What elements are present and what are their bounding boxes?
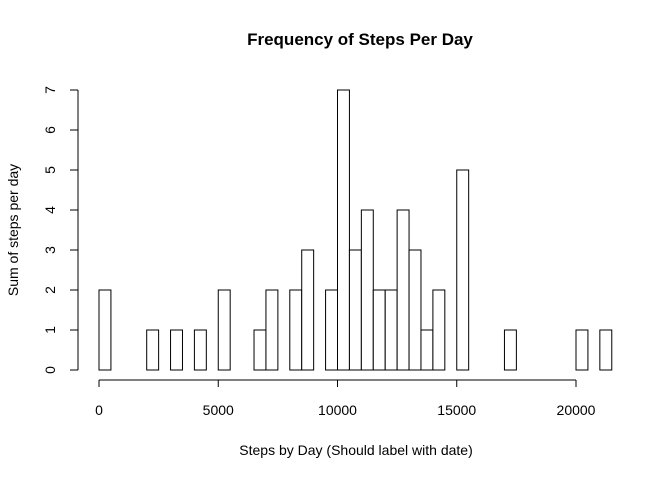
histogram-bar xyxy=(301,249,315,371)
y-axis: 0 1 2 3 4 5 6 7 xyxy=(42,86,79,374)
histogram-bar xyxy=(599,329,613,371)
histogram-bar xyxy=(98,289,112,371)
x-tick-label: 10000 xyxy=(318,402,357,418)
x-tick-label: 20000 xyxy=(557,402,596,418)
y-tick-label: 6 xyxy=(42,126,58,134)
chart-title: Frequency of Steps Per Day xyxy=(247,30,473,49)
histogram-bar xyxy=(217,289,231,371)
histogram-bar xyxy=(384,289,398,371)
y-tick-label: 3 xyxy=(42,246,58,254)
histogram-bar xyxy=(146,329,160,371)
histogram-bar xyxy=(325,289,339,371)
x-axis-label: Steps by Day (Should label with date) xyxy=(239,442,473,458)
histogram-bar xyxy=(170,329,183,371)
histogram-bar xyxy=(360,209,374,371)
bars-group xyxy=(98,89,613,371)
histogram-bar xyxy=(503,329,517,371)
histogram-bar xyxy=(420,329,434,371)
y-tick-label: 5 xyxy=(42,166,58,174)
x-tick-label: 15000 xyxy=(437,402,476,418)
histogram-bar xyxy=(289,289,303,371)
y-axis-label: Sum of steps per day xyxy=(5,164,21,296)
histogram-bar xyxy=(348,249,362,371)
histogram-bar xyxy=(396,209,410,371)
y-tick-label: 0 xyxy=(42,366,58,374)
y-tick-label: 7 xyxy=(42,86,58,94)
x-tick-label: 0 xyxy=(95,402,103,418)
histogram-bar xyxy=(193,329,207,371)
y-tick-label: 1 xyxy=(42,326,58,334)
histogram-bar xyxy=(575,329,589,371)
histogram-bar xyxy=(337,89,350,371)
histogram-bar xyxy=(253,329,267,371)
y-tick-label: 4 xyxy=(42,206,58,214)
x-tick-label: 5000 xyxy=(203,402,234,418)
x-axis: 0 5000 10000 15000 20000 xyxy=(95,379,596,418)
histogram-bar xyxy=(372,289,386,371)
y-tick-label: 2 xyxy=(42,286,58,294)
histogram-bar xyxy=(456,169,470,371)
histogram-bar xyxy=(432,289,446,371)
histogram-bar xyxy=(265,289,279,371)
histogram-bar xyxy=(408,249,422,371)
